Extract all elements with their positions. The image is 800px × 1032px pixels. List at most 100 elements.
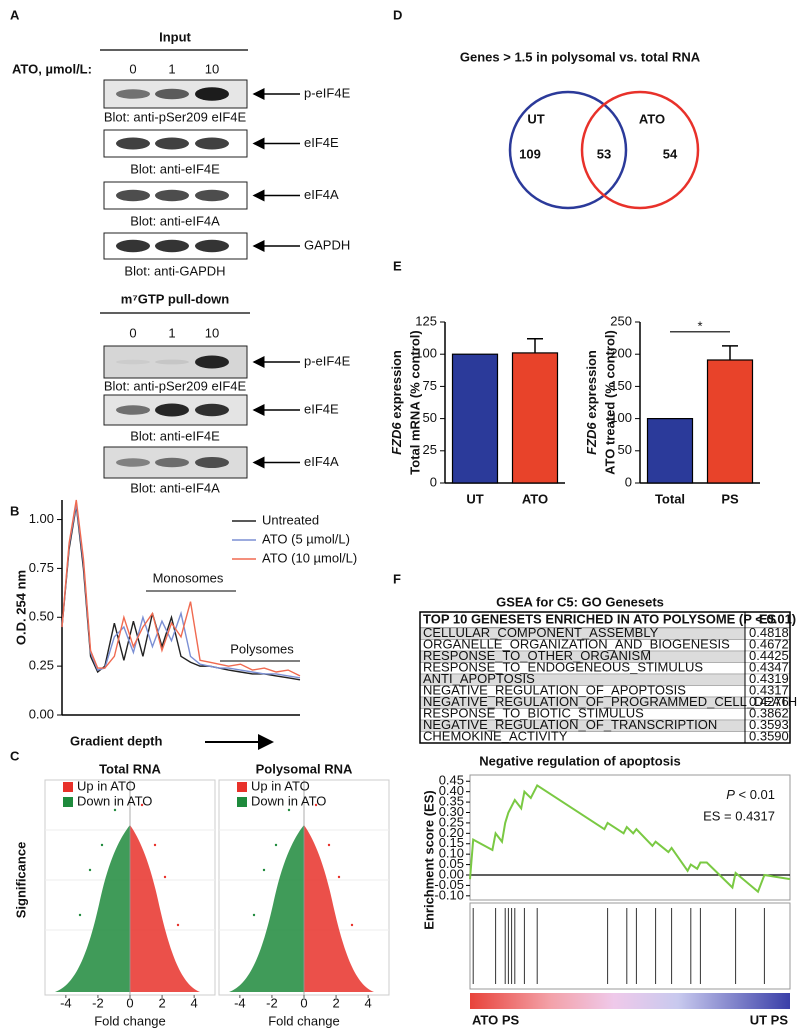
- blot-band: [195, 137, 229, 150]
- y-tick-label: 0.05: [439, 856, 464, 871]
- volcano-title: Total RNA: [99, 761, 161, 776]
- blot-band: [116, 137, 150, 150]
- y-tick-label: 50: [423, 410, 437, 425]
- y-axis-label: Significance: [13, 842, 28, 919]
- y-tick-label: 0.50: [29, 609, 54, 624]
- x-tick-label: 0: [126, 995, 133, 1010]
- legend-label: Down in ATO: [77, 793, 152, 808]
- y-tick-label: 0.45: [439, 773, 464, 788]
- y-tick-label: 0: [430, 474, 437, 489]
- blot-band: [195, 239, 229, 253]
- y-axis-label: O.D. 254 nm: [13, 570, 28, 645]
- dose: 0: [129, 325, 136, 340]
- x-tick-label: ATO: [522, 491, 548, 506]
- y-tick-label: 125: [415, 313, 437, 328]
- blot-band: [195, 403, 229, 417]
- chart-title: Negative regulation of apoptosis: [479, 753, 681, 768]
- blot-caption: Blot: anti-eIF4E: [130, 161, 220, 176]
- y-tick-label: 0.00: [29, 706, 54, 721]
- stray-dot: [274, 843, 278, 847]
- dose: 1: [168, 325, 175, 340]
- y-tick-label: 0.25: [439, 814, 464, 829]
- y-axis-label-part: expression: [584, 350, 599, 419]
- x-tick-label: 2: [332, 995, 339, 1010]
- geneset-name: NEGATIVE_REGULATION_OF_TRANSCRIPTION: [423, 717, 717, 732]
- rank-gradient: [470, 993, 790, 1009]
- profile-line: [61, 503, 301, 679]
- stray-dot: [287, 808, 291, 812]
- legend-label: Down in ATO: [251, 793, 326, 808]
- blot-band: [116, 89, 150, 99]
- stray-dot: [337, 875, 341, 879]
- blot-band: [116, 405, 150, 415]
- y-tick-label: 250: [610, 313, 632, 328]
- stray-dot: [88, 868, 92, 872]
- blot-band: [116, 359, 150, 365]
- y-tick-label: 0.15: [439, 835, 464, 850]
- column-header: TOP 10 GENESETS ENRICHED IN ATO POLYSOME…: [423, 611, 796, 626]
- blot-band: [116, 458, 150, 467]
- geneset-name: RESPONSE_TO_BIOTIC_STIMULUS: [423, 706, 644, 721]
- x-tick-label: 2: [158, 995, 165, 1010]
- y-tick-label: 50: [618, 442, 632, 457]
- legend-swatch: [63, 782, 73, 792]
- panel-label: E: [393, 258, 402, 273]
- geneset-name: CHEMOKINE_ACTIVITY: [423, 729, 568, 744]
- y-axis-label: FZD6 expression: [389, 350, 404, 455]
- es-value: 0.4672: [749, 637, 789, 652]
- venn-set: [508, 90, 628, 210]
- es-curve: [469, 783, 791, 894]
- y-tick-label: 0.20: [439, 825, 464, 840]
- legend-label: Up in ATO: [77, 778, 136, 793]
- cloud-down: [55, 825, 130, 992]
- blot-band: [195, 457, 229, 468]
- dose: 1: [168, 61, 175, 76]
- y-tick-label: 1.00: [29, 511, 54, 526]
- y-tick-label: 100: [610, 410, 632, 425]
- y-tick-label: 150: [610, 378, 632, 393]
- es-value: 0.4818: [749, 625, 789, 640]
- p-symbol: P: [726, 787, 735, 802]
- blot-caption: Blot: anti-eIF4A: [130, 480, 220, 495]
- cloud-down: [229, 825, 304, 992]
- es-value: 0.4276: [749, 694, 789, 709]
- blot-band: [116, 189, 150, 202]
- stray-dot: [140, 803, 144, 807]
- geneset-name: NEGATIVE_REGULATION_OF_APOPTOSIS: [423, 683, 686, 698]
- gene-name: FZD6: [389, 422, 404, 455]
- stray-dot: [327, 843, 331, 847]
- x-tick-label: PS: [721, 491, 739, 506]
- blot-band: [155, 189, 189, 202]
- error-bar: [722, 345, 738, 360]
- blot-target: p-eIF4E: [304, 85, 351, 100]
- x-tick-label: UT: [466, 491, 483, 506]
- panel-label: F: [393, 571, 401, 586]
- x-tick-label: -4: [60, 995, 72, 1010]
- es-value: 0.4319: [749, 671, 789, 686]
- bar: [646, 418, 694, 484]
- dose: 0: [129, 61, 136, 76]
- stray-dot: [163, 875, 167, 879]
- blot-band: [195, 189, 229, 202]
- barcode-frame: [469, 902, 791, 990]
- panel-label: D: [393, 7, 402, 22]
- blot-target: GAPDH: [304, 237, 350, 252]
- blot-caption: Blot: anti-pSer209 eIF4E: [104, 109, 247, 124]
- y-tick-label: 0.35: [439, 794, 464, 809]
- table-title: GSEA for C5: GO Genesets: [496, 594, 664, 609]
- set-count: 109: [519, 146, 541, 161]
- x-axis-label: Fold change: [268, 1013, 340, 1028]
- x-tick-label: 4: [365, 995, 372, 1010]
- y-tick-label: 0: [625, 474, 632, 489]
- blot-band: [155, 137, 189, 150]
- error-bar: [527, 337, 543, 353]
- legend-label: Untreated: [262, 512, 319, 527]
- x-tick-label: -4: [234, 995, 246, 1010]
- rank-label: ATO PS: [472, 1012, 520, 1027]
- y-tick-label: 25: [423, 442, 437, 457]
- cloud-up: [304, 825, 374, 992]
- legend-swatch: [237, 782, 247, 792]
- y-axis-label: FZD6 expression: [584, 350, 599, 455]
